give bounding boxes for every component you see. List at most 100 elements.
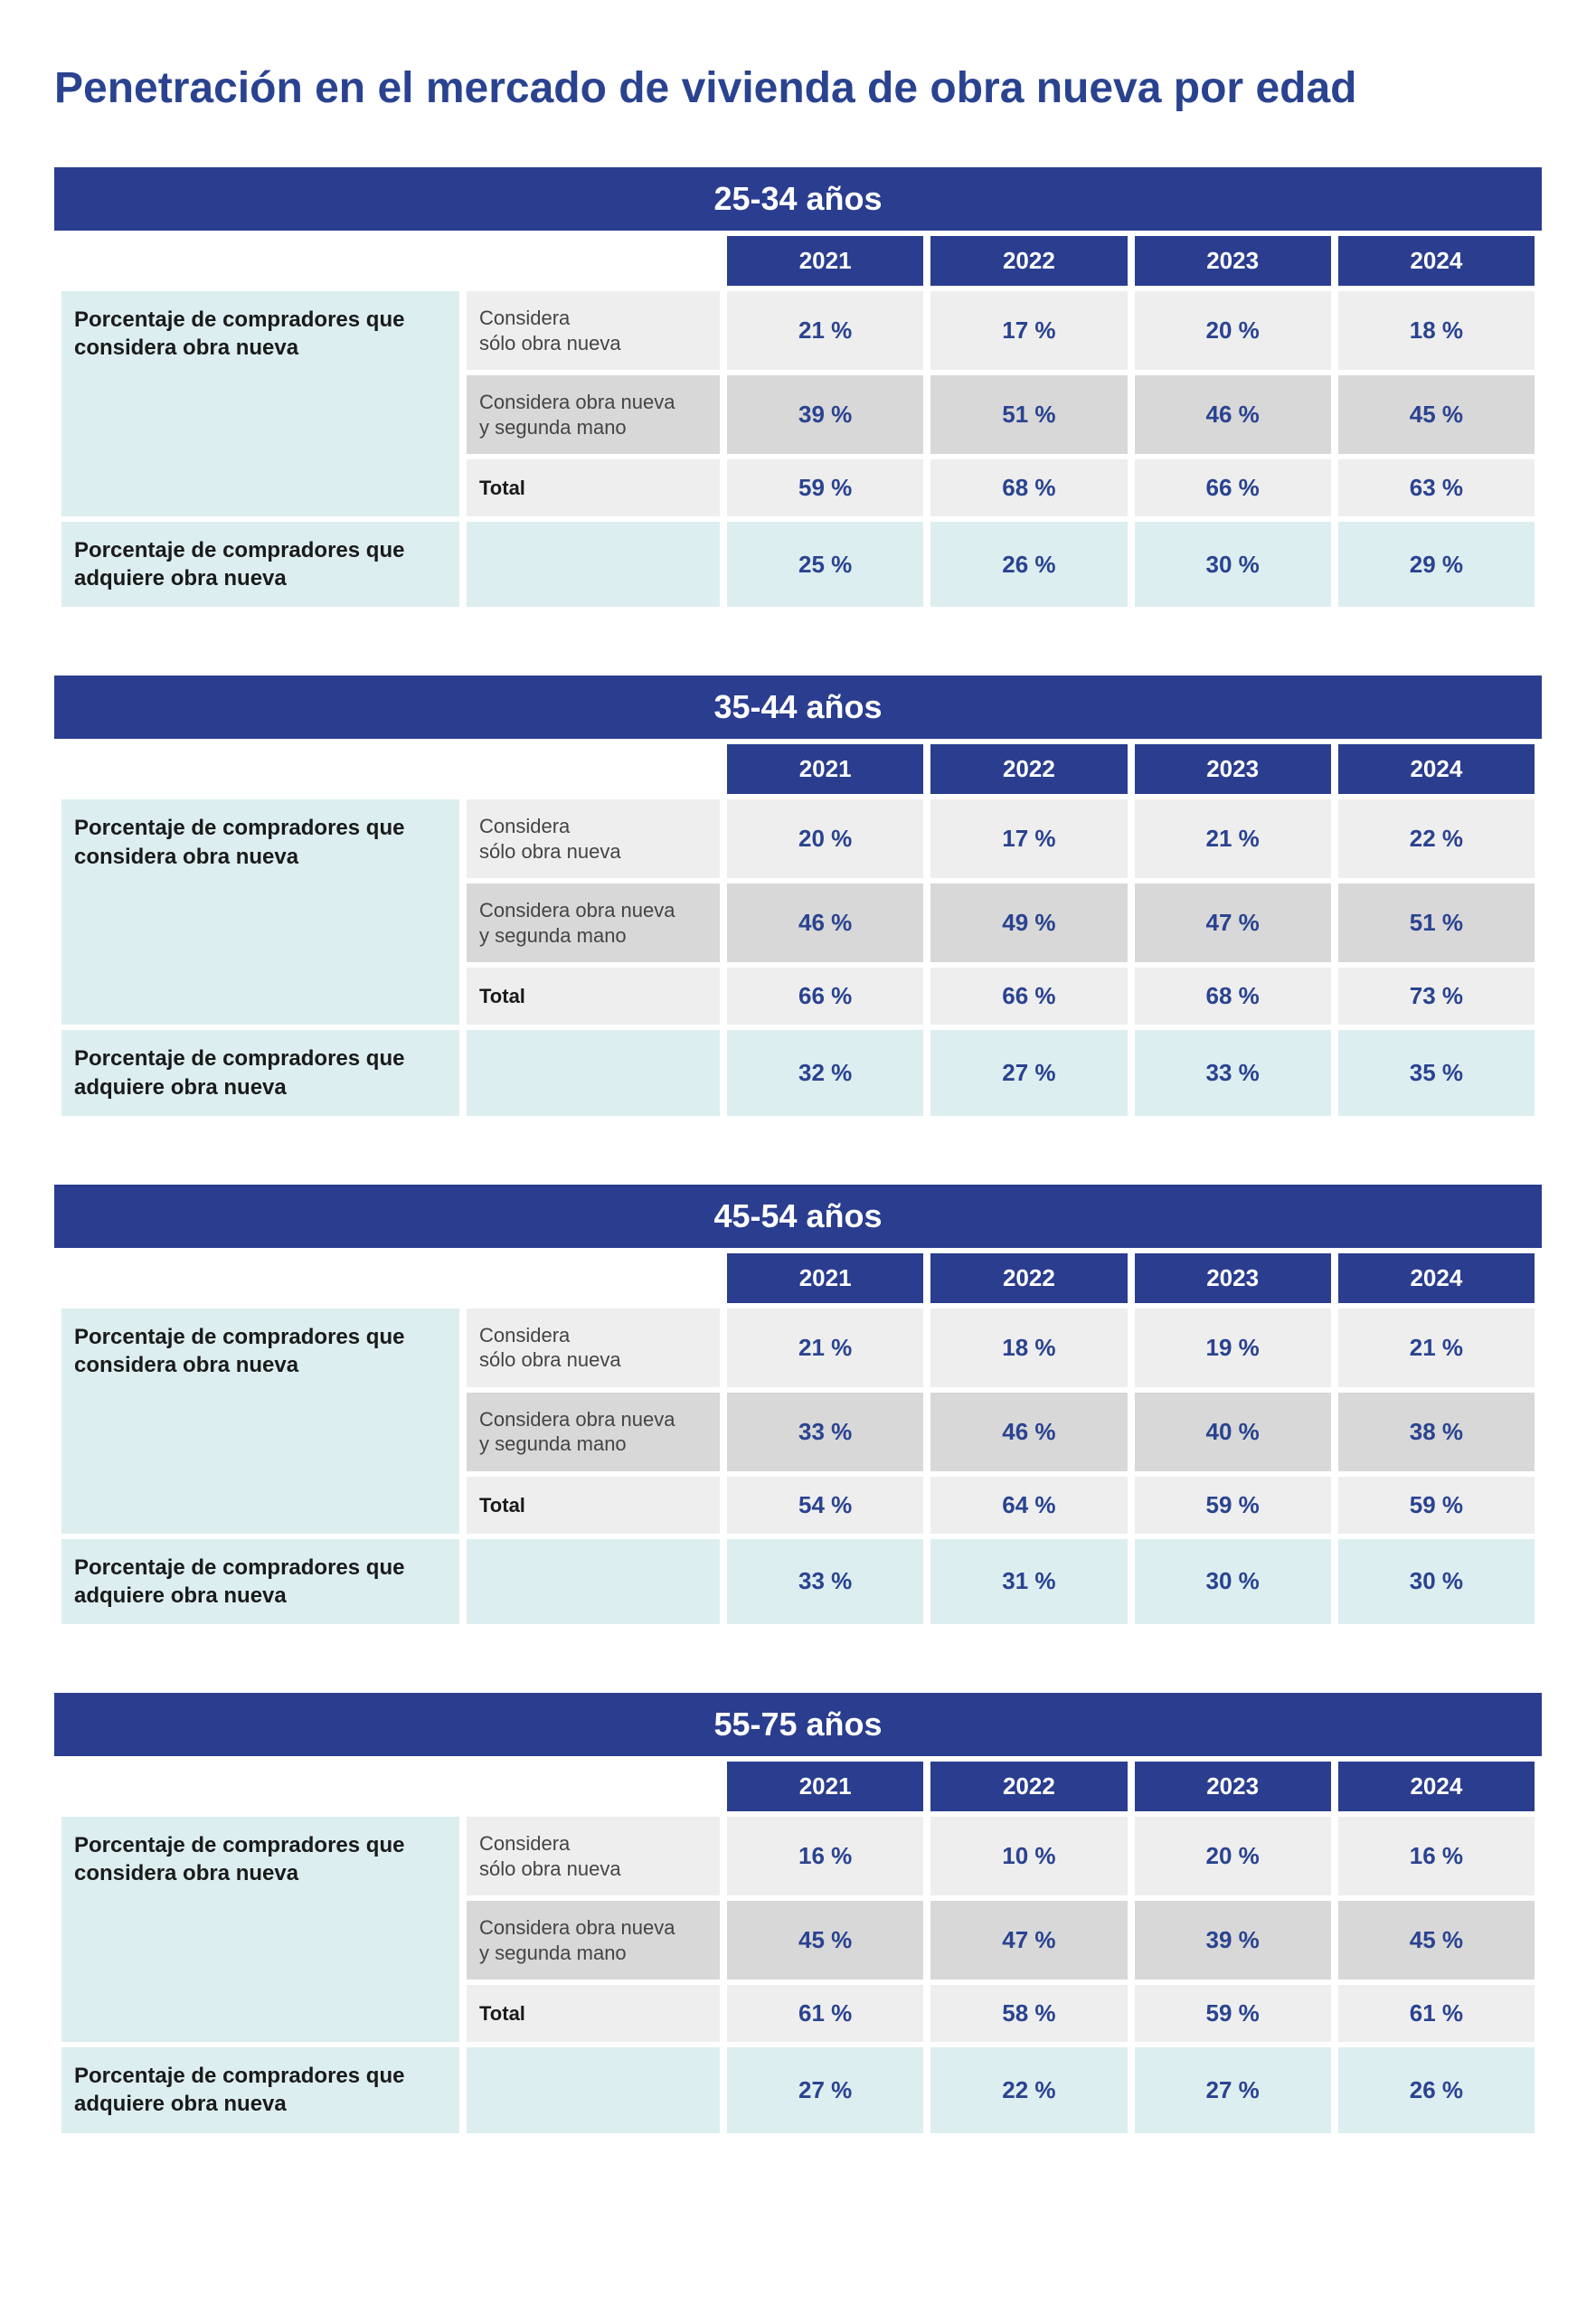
row-acquires: Porcentaje de compradores que adquiere o… (61, 522, 1535, 607)
value-cell: 59 % (727, 459, 923, 516)
age-group-section: 25-34 años 2021202220232024 Porcentaje d… (54, 167, 1542, 612)
row-only-new: Porcentaje de compradores que considera … (61, 1817, 1535, 1895)
year-header: 2021 (727, 744, 923, 794)
age-group-header: 25-34 años (54, 167, 1542, 231)
row-label-considers: Porcentaje de compradores que considera … (61, 291, 459, 516)
data-table: 2021202220232024 Porcentaje de comprador… (54, 739, 1542, 1120)
page-title: Penetración en el mercado de vivienda de… (54, 63, 1542, 113)
value-cell: 30 % (1135, 1539, 1331, 1624)
value-cell: 33 % (1135, 1030, 1331, 1115)
sub-label-only-new: Considerasólo obra nueva (467, 1309, 720, 1387)
row-label-acquires: Porcentaje de compradores que adquiere o… (61, 1030, 459, 1115)
value-cell: 19 % (1135, 1309, 1331, 1387)
value-cell: 47 % (930, 1901, 1127, 1980)
value-cell: 30 % (1135, 522, 1331, 607)
sub-label-total: Total (467, 1477, 720, 1534)
value-cell: 45 % (727, 1901, 923, 1980)
value-cell: 54 % (727, 1477, 923, 1534)
row-acquires: Porcentaje de compradores que adquiere o… (61, 1030, 1535, 1115)
year-header: 2024 (1338, 744, 1535, 794)
age-group-header: 35-44 años (54, 676, 1542, 739)
value-cell: 21 % (727, 1309, 923, 1387)
data-table: 2021202220232024 Porcentaje de comprador… (54, 231, 1542, 612)
sub-label-new-and-used: Considera obra nuevay segunda mano (467, 1393, 720, 1471)
row-only-new: Porcentaje de compradores que considera … (61, 799, 1535, 878)
year-header: 2023 (1135, 744, 1331, 794)
value-cell: 46 % (727, 883, 923, 962)
value-cell: 63 % (1338, 459, 1535, 516)
sub-label-blank (467, 522, 720, 607)
value-cell: 49 % (930, 883, 1127, 962)
value-cell: 33 % (727, 1393, 923, 1471)
sub-label-total: Total (467, 1985, 720, 2042)
age-group-header: 55-75 años (54, 1693, 1542, 1756)
value-cell: 20 % (1135, 291, 1331, 370)
value-cell: 21 % (727, 291, 923, 370)
row-label-considers: Porcentaje de compradores que considera … (61, 1309, 459, 1534)
sub-label-total: Total (467, 459, 720, 516)
value-cell: 20 % (1135, 1817, 1331, 1895)
value-cell: 16 % (727, 1817, 923, 1895)
value-cell: 21 % (1338, 1309, 1535, 1387)
value-cell: 33 % (727, 1539, 923, 1624)
year-header: 2021 (727, 236, 923, 286)
value-cell: 17 % (930, 799, 1127, 878)
value-cell: 61 % (1338, 1985, 1535, 2042)
value-cell: 18 % (1338, 291, 1535, 370)
year-header-row: 2021202220232024 (61, 744, 1535, 794)
year-header: 2024 (1338, 1762, 1535, 1811)
value-cell: 20 % (727, 799, 923, 878)
year-header-row: 2021202220232024 (61, 1253, 1535, 1303)
sub-label-new-and-used: Considera obra nuevay segunda mano (467, 883, 720, 962)
value-cell: 61 % (727, 1985, 923, 2042)
sub-label-only-new: Considerasólo obra nueva (467, 1817, 720, 1895)
year-header: 2023 (1135, 1762, 1331, 1811)
row-label-acquires: Porcentaje de compradores que adquiere o… (61, 2047, 459, 2132)
value-cell: 39 % (1135, 1901, 1331, 1980)
value-cell: 66 % (1135, 459, 1331, 516)
value-cell: 16 % (1338, 1817, 1535, 1895)
year-header: 2022 (930, 1762, 1127, 1811)
value-cell: 58 % (930, 1985, 1127, 2042)
value-cell: 25 % (727, 522, 923, 607)
value-cell: 46 % (1135, 375, 1331, 454)
value-cell: 27 % (727, 2047, 923, 2132)
year-header: 2022 (930, 236, 1127, 286)
year-header: 2023 (1135, 236, 1331, 286)
year-header: 2022 (930, 744, 1127, 794)
year-header: 2024 (1338, 1253, 1535, 1303)
value-cell: 73 % (1338, 968, 1535, 1025)
row-acquires: Porcentaje de compradores que adquiere o… (61, 1539, 1535, 1624)
value-cell: 21 % (1135, 799, 1331, 878)
value-cell: 18 % (930, 1309, 1127, 1387)
age-group-section: 55-75 años 2021202220232024 Porcentaje d… (54, 1693, 1542, 2138)
row-only-new: Porcentaje de compradores que considera … (61, 291, 1535, 370)
data-table: 2021202220232024 Porcentaje de comprador… (54, 1756, 1542, 2138)
value-cell: 26 % (1338, 2047, 1535, 2132)
value-cell: 27 % (1135, 2047, 1331, 2132)
sub-label-blank (467, 2047, 720, 2132)
year-header: 2021 (727, 1762, 923, 1811)
value-cell: 68 % (1135, 968, 1331, 1025)
row-label-considers: Porcentaje de compradores que considera … (61, 1817, 459, 2042)
sub-label-blank (467, 1539, 720, 1624)
sub-label-only-new: Considerasólo obra nueva (467, 291, 720, 370)
sub-label-total: Total (467, 968, 720, 1025)
value-cell: 66 % (930, 968, 1127, 1025)
value-cell: 51 % (1338, 883, 1535, 962)
value-cell: 38 % (1338, 1393, 1535, 1471)
row-acquires: Porcentaje de compradores que adquiere o… (61, 2047, 1535, 2132)
value-cell: 59 % (1135, 1985, 1331, 2042)
value-cell: 45 % (1338, 1901, 1535, 1980)
year-header: 2024 (1338, 236, 1535, 286)
sub-label-blank (467, 1030, 720, 1115)
sub-label-new-and-used: Considera obra nuevay segunda mano (467, 1901, 720, 1980)
age-group-header: 45-54 años (54, 1185, 1542, 1248)
year-header: 2021 (727, 1253, 923, 1303)
value-cell: 64 % (930, 1477, 1127, 1534)
age-group-section: 35-44 años 2021202220232024 Porcentaje d… (54, 676, 1542, 1120)
value-cell: 27 % (930, 1030, 1127, 1115)
row-only-new: Porcentaje de compradores que considera … (61, 1309, 1535, 1387)
data-table: 2021202220232024 Porcentaje de comprador… (54, 1248, 1542, 1630)
value-cell: 59 % (1135, 1477, 1331, 1534)
